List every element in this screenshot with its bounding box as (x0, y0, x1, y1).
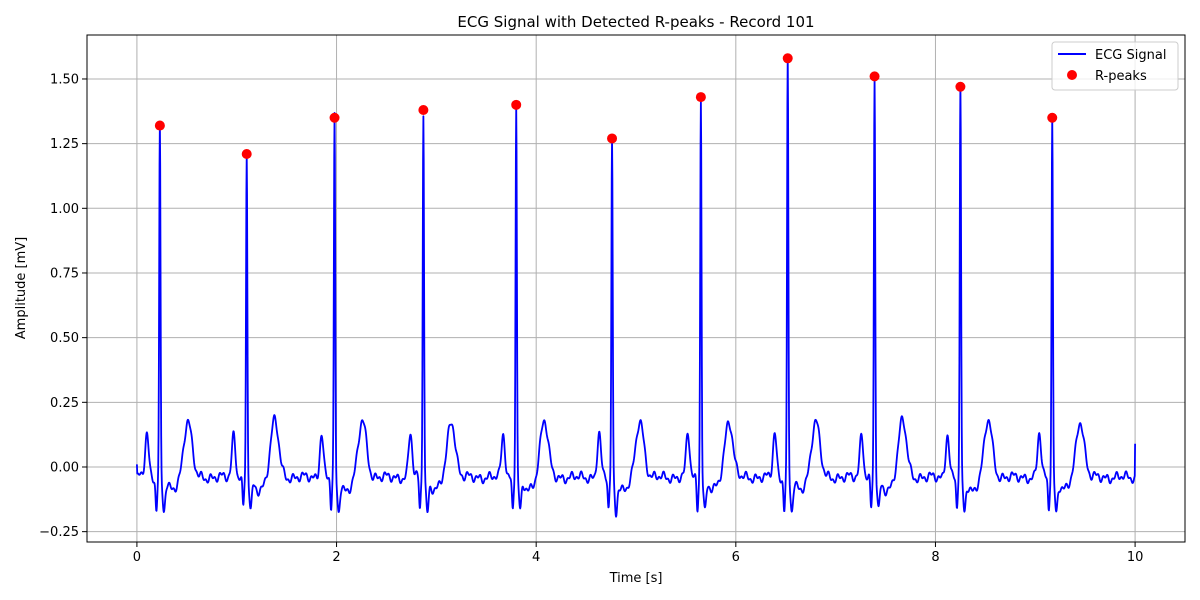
r-peak-marker (782, 53, 793, 64)
x-tick-label: 4 (532, 550, 540, 565)
x-tick-label: 10 (1127, 550, 1144, 565)
r-peak-marker (607, 133, 618, 144)
r-peak-marker (955, 81, 966, 92)
legend-rpeaks-swatch (1067, 70, 1077, 80)
y-tick-label: 0.75 (50, 266, 79, 281)
x-tick-label: 6 (732, 550, 740, 565)
grid-lines (87, 35, 1185, 542)
x-axis-ticks: 0 2 4 6 8 10 (133, 542, 1144, 565)
r-peak-marker (418, 105, 429, 116)
r-peak-marker (241, 148, 252, 159)
legend-rpeaks-label: R-peaks (1095, 69, 1147, 84)
r-peak-marker (154, 120, 165, 131)
plot-frame (86, 34, 1186, 543)
y-axis-ticks: −0.25 0.00 0.25 0.50 0.75 1.00 1.25 1.50 (39, 72, 87, 540)
y-tick-label: 0.25 (50, 396, 79, 411)
chart-title: ECG Signal with Detected R-peaks - Recor… (457, 13, 814, 31)
ecg-signal-line (136, 53, 1136, 518)
x-tick-label: 8 (931, 550, 939, 565)
r-peak-marker (869, 71, 880, 82)
y-tick-label: 0.00 (50, 460, 79, 475)
x-tick-label: 0 (133, 550, 141, 565)
r-peak-marker (511, 99, 522, 110)
y-tick-label: 1.25 (50, 137, 79, 152)
legend: ECG Signal R-peaks (1051, 41, 1179, 91)
x-tick-label: 2 (332, 550, 340, 565)
legend-ecg-label: ECG Signal (1095, 48, 1166, 63)
y-axis-label: Amplitude [mV] (14, 237, 29, 339)
y-tick-label: 0.50 (50, 331, 79, 346)
r-peak-marker (1047, 112, 1058, 123)
r-peak-marker (329, 112, 340, 123)
y-tick-label: −0.25 (39, 525, 79, 540)
ecg-layer (136, 53, 1136, 518)
r-peaks-layer (154, 53, 1058, 159)
y-tick-label: 1.00 (50, 202, 79, 217)
y-tick-label: 1.50 (50, 72, 79, 87)
r-peak-marker (695, 92, 706, 103)
x-axis-label: Time [s] (609, 571, 663, 586)
